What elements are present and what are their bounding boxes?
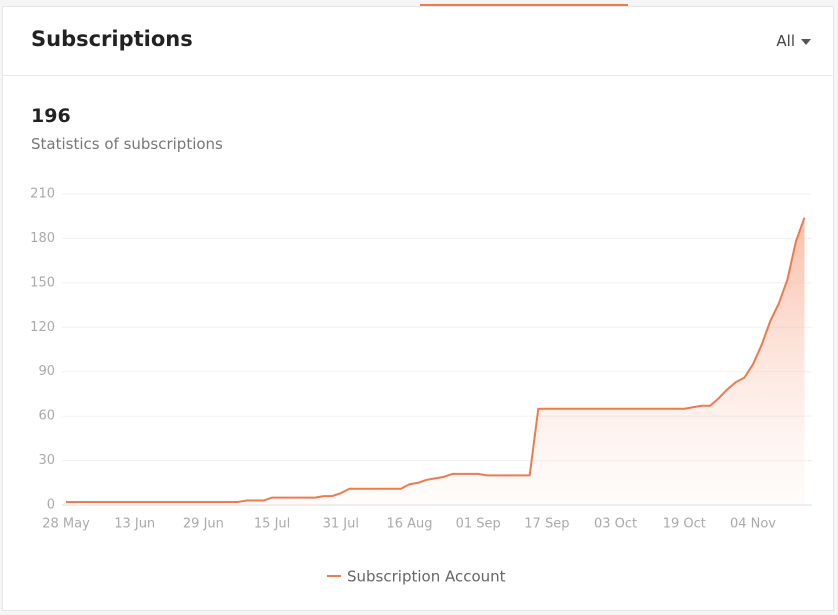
- x-tick-label: 31 Jul: [323, 517, 359, 532]
- summary-label: Statistics of subscriptions: [31, 135, 223, 153]
- area: [66, 217, 805, 505]
- filter-label[interactable]: All: [776, 32, 795, 50]
- x-tick-label: 04 Nov: [730, 517, 776, 532]
- y-tick-label: 0: [47, 498, 55, 513]
- y-tick-label: 30: [38, 453, 55, 468]
- filter-dropdown[interactable]: All: [776, 32, 811, 50]
- y-tick-label: 150: [30, 275, 55, 290]
- x-tick-label: 17 Sep: [524, 517, 569, 532]
- legend-label: Subscription Account: [347, 568, 506, 586]
- y-tick-label: 120: [30, 320, 55, 335]
- summary-value: 196: [31, 105, 71, 127]
- x-tick-label: 19 Oct: [663, 517, 706, 532]
- x-tick-label: 16 Aug: [386, 517, 432, 532]
- x-tick-label: 03 Oct: [594, 517, 637, 532]
- x-tick-label: 13 Jun: [114, 517, 155, 532]
- card-header: Subscriptions All: [3, 7, 833, 76]
- card: Subscriptions All 196 Statistics of subs…: [2, 6, 834, 611]
- x-tick-label: 28 May: [42, 517, 90, 532]
- y-tick-label: 180: [30, 231, 55, 246]
- y-tick-label: 90: [38, 364, 55, 379]
- dropdown-arrow[interactable]: [801, 38, 811, 45]
- active-tab-indicator: [420, 4, 628, 6]
- x-tick-label: 29 Jun: [183, 517, 224, 532]
- line: [66, 217, 806, 504]
- x-tick-label: 15 Jul: [254, 517, 290, 532]
- y-tick-label: 210: [30, 187, 55, 202]
- card-title: Subscriptions: [31, 27, 193, 51]
- x-tick-label: 01 Sep: [456, 517, 501, 532]
- y-tick-label: 60: [38, 409, 55, 424]
